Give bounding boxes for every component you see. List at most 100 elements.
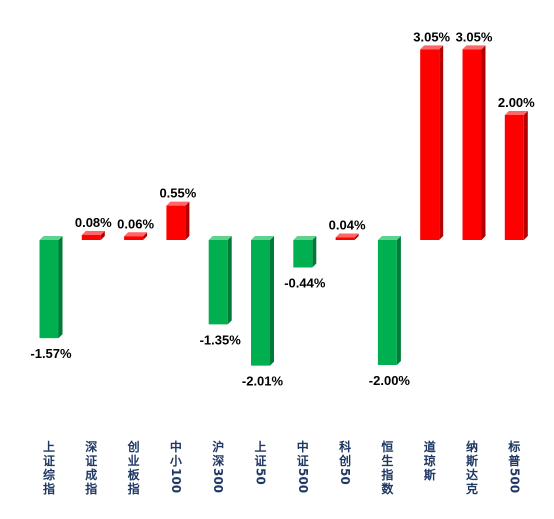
value-label: -0.44%	[284, 276, 326, 291]
bar-top-face	[293, 236, 317, 240]
value-label: 3.05%	[456, 29, 493, 44]
bar-top-face	[462, 45, 486, 50]
bar-top-face	[81, 231, 105, 235]
category-label-char: 板	[128, 467, 141, 482]
category-label-char: 沪	[212, 439, 224, 454]
category-label-char: 深	[85, 439, 97, 454]
category-label-char: 上	[43, 439, 55, 454]
category-label-char: 数	[381, 481, 394, 496]
bar-12	[504, 111, 528, 240]
bar-5	[208, 236, 232, 325]
category-label-char: 琼	[424, 453, 436, 468]
category-label-char: 中	[297, 439, 309, 454]
bar-side-face	[312, 236, 317, 268]
bar-top-face	[166, 201, 190, 206]
bar-side-face	[523, 111, 528, 240]
value-label: 0.06%	[117, 216, 154, 231]
bar-4	[166, 201, 190, 240]
category-label-char: 小	[170, 453, 182, 468]
category-label: 道琼斯	[424, 439, 436, 482]
category-label-run: 500	[507, 468, 521, 493]
category-label-char: 深	[212, 453, 224, 468]
value-label: -2.00%	[369, 373, 411, 388]
category-label-char: 生	[381, 453, 393, 468]
bar-side-face	[270, 236, 274, 366]
bar-front-face	[335, 237, 355, 240]
category-label-char: 指	[128, 481, 140, 496]
bars-group	[39, 45, 528, 366]
category-label-char: 创	[338, 453, 351, 468]
category-label-char: 证	[85, 454, 97, 468]
bar-front-face	[166, 205, 186, 240]
bar-top-face	[377, 236, 401, 240]
category-label-char: 证	[254, 454, 266, 468]
category-label-char: 上	[254, 439, 266, 454]
category-label-char: 标	[507, 439, 520, 454]
category-label-char: 道	[424, 439, 436, 454]
bar-6	[251, 236, 274, 366]
bar-front-face	[293, 240, 313, 268]
bar-3	[124, 232, 148, 240]
value-labels-group: -1.57% 0.08% 0.06% 0.55% -1.35% -2.01% -0.44% 0…	[30, 29, 535, 388]
category-label-char: 综	[43, 467, 55, 482]
category-label-char: 中	[170, 439, 182, 454]
category-label-run: 500	[296, 468, 310, 493]
category-label-run: 50	[338, 468, 352, 485]
bar-9	[377, 236, 401, 365]
bar-7	[293, 236, 317, 268]
bar-front-face	[462, 49, 482, 240]
category-label-run: 300	[211, 468, 225, 493]
category-label-char: 成	[85, 467, 97, 482]
category-label-char: 证	[297, 454, 309, 468]
value-label: 0.04%	[329, 218, 366, 233]
bar-1	[39, 236, 63, 339]
bar-top-face	[208, 236, 232, 240]
bar-front-face	[420, 49, 440, 240]
value-label: 0.08%	[75, 215, 112, 230]
bar-front-face	[208, 240, 228, 325]
bar-top-face	[335, 233, 359, 238]
bar-front-face	[39, 240, 59, 339]
bar-side-face	[143, 232, 148, 240]
category-label-char: 证	[43, 454, 55, 468]
bar-10	[420, 45, 444, 240]
bar-front-face	[124, 236, 144, 240]
bar-top-face	[39, 236, 63, 240]
bar-front-face	[504, 115, 524, 240]
value-label: -1.57%	[30, 346, 72, 361]
bar-top-face	[124, 232, 148, 237]
category-label-run: 50	[254, 468, 268, 485]
bar-front-face	[377, 240, 397, 365]
bar-top-face	[251, 236, 274, 240]
category-label-char: 恒	[381, 439, 393, 454]
bar-side-face	[439, 45, 444, 240]
category-label-char: 指	[381, 467, 393, 482]
bar-side-face	[58, 236, 63, 339]
bar-top-face	[420, 45, 444, 50]
bar-front-face	[81, 235, 101, 240]
bar-side-face	[185, 201, 190, 240]
category-label-char: 纳	[466, 439, 478, 454]
bar-11	[462, 45, 486, 240]
category-label-char: 普	[508, 453, 520, 468]
bar-side-face	[100, 231, 105, 240]
bar-top-face	[504, 111, 528, 115]
category-label-char: 斯	[466, 453, 478, 468]
category-labels-group: 上证综指深证成指创业板指中小100沪深300上证50中证500科创50恒生指数道…	[43, 439, 521, 496]
bar-side-face	[354, 233, 359, 240]
value-label: 0.55%	[159, 186, 196, 201]
bar-8	[335, 233, 359, 240]
category-label-char: 斯	[424, 467, 436, 482]
category-label-char: 指	[85, 481, 97, 496]
